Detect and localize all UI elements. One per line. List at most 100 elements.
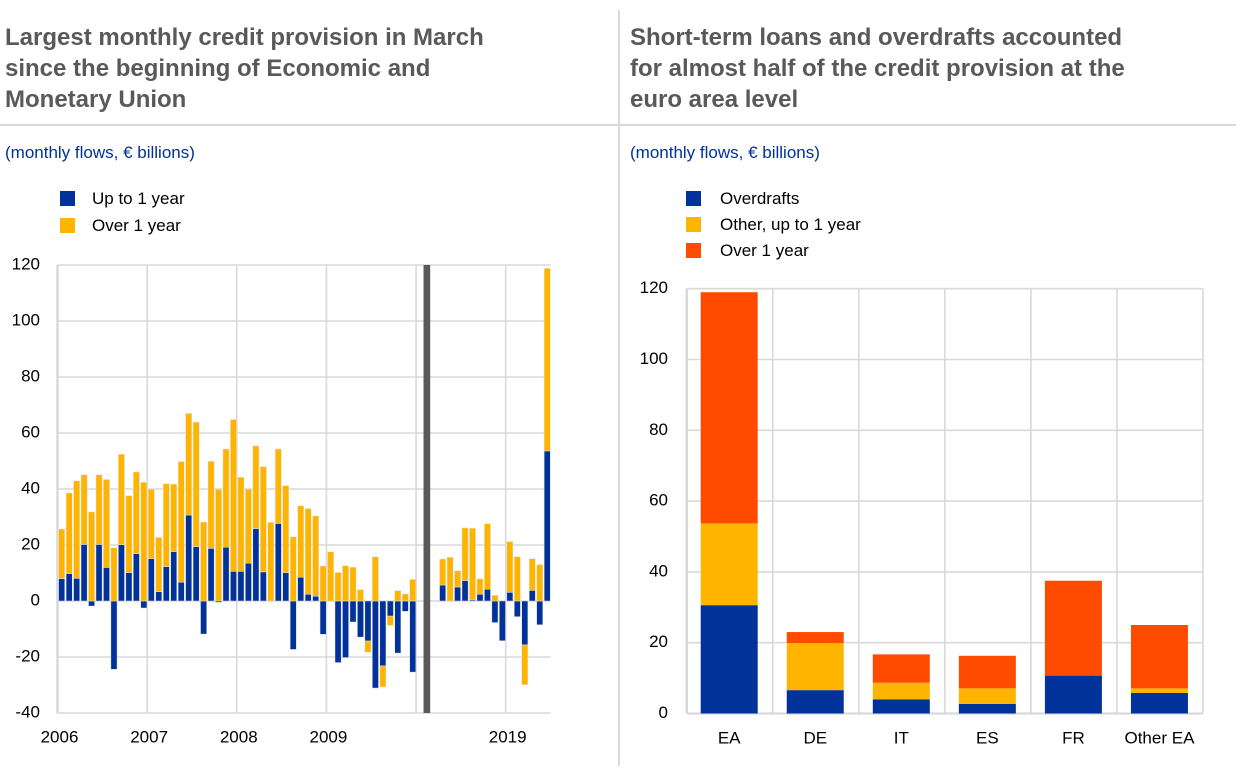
bar-over-1-year [162,483,170,567]
bar-up-to-1-year [536,600,544,626]
bar-over-1-year [304,508,312,595]
bar-up-to-1-year [192,546,200,602]
bar-up-to-1-year [312,595,319,602]
bar-over-1-year [222,448,230,548]
bar-up-to-1-year [177,581,185,602]
bar-up-to-1-year [147,558,155,602]
bar-other-up-to-1-year [700,523,758,606]
y-tick-label: 40 [21,478,40,497]
bar-other-up-to-1-year [786,643,844,691]
bar-over-1-year [872,654,930,683]
bar-over-1-year [147,489,155,559]
bar-other-up-to-1-year [872,682,930,700]
bar-over-1-year [215,489,222,602]
x-category-label: EA [718,728,741,747]
bar-up-to-1-year [461,580,469,602]
bar-overdrafts [872,699,930,714]
bar-over-1-year [1130,625,1188,689]
bar-over-1-year [170,483,178,552]
bar-overdrafts [958,703,1016,714]
bar-up-to-1-year [282,572,290,602]
bar-over-1-year [237,476,245,572]
bar-up-to-1-year [274,523,282,602]
title-line: since the beginning of Economic and [5,55,431,82]
bar-over-1-year [297,505,305,578]
y-tick-label: 0 [31,590,40,609]
bar-up-to-1-year [401,600,409,612]
bar-up-to-1-year [133,553,140,602]
bar-up-to-1-year [372,600,379,689]
legend-swatch [686,217,701,232]
bar-up-to-1-year [491,600,499,623]
bar-up-to-1-year [185,514,193,602]
bar-over-1-year [177,461,185,583]
x-category-label: IT [894,728,909,747]
title-line: euro area level [630,86,799,113]
bar-up-to-1-year [409,600,417,673]
x-tick-label: 2006 [41,727,79,746]
bar-over-1-year [200,521,207,602]
bar-up-to-1-year [88,600,95,607]
bar-other-up-to-1-year [1130,688,1188,693]
bar-over-1-year [95,474,103,545]
bar-up-to-1-year [319,600,327,635]
bar-up-to-1-year [207,548,215,602]
bar-over-1-year [506,541,514,593]
bar-over-1-year [446,557,454,602]
bar-over-1-year [80,474,88,545]
bar-over-1-year [274,448,282,524]
bar-over-1-year [334,572,342,602]
bar-up-to-1-year [528,590,536,602]
bar-over-1-year [364,640,372,653]
x-tick-label: 2008 [220,727,258,746]
legend-swatch [60,191,75,206]
bar-over-1-year [700,292,758,524]
bar-up-to-1-year [484,588,491,602]
bar-over-1-year [327,551,334,602]
right-chart-flows-by-country: 0 20 40 60 80 100 120 EA DE IT ES FR Other EA [640,278,1204,747]
x-tick-label: 2019 [489,727,527,746]
y-tick-label: 80 [21,366,40,385]
bar-over-1-year [958,655,1016,689]
y-tick-label: 60 [21,422,40,441]
y-tick-label: 120 [12,254,40,273]
bar-over-1-year [140,482,148,602]
bar-up-to-1-year [245,562,252,602]
legend-swatch [686,191,701,206]
bar-up-to-1-year [364,600,372,642]
bar-overdrafts [1044,675,1102,714]
bar-over-1-year [349,566,357,602]
title-line: Short-term loans and overdrafts accounte… [630,24,1123,51]
legend-label: Over 1 year [92,215,181,235]
bar-over-1-year [528,558,536,591]
right-chart-subtitle: (monthly flows, € billions) [630,143,820,162]
bar-up-to-1-year [342,600,349,658]
bar-up-to-1-year [521,600,529,646]
bar-over-1-year [357,589,364,602]
bar-over-1-year [282,485,290,573]
right-chart-title: Short-term loans and overdrafts accounte… [630,22,1125,115]
bar-over-1-year [379,665,387,688]
bar-up-to-1-year [499,600,506,642]
bar-over-1-year [110,547,118,602]
bar-overdrafts [786,690,844,714]
bar-over-1-year [289,536,297,602]
y-tick-label: 20 [21,534,40,553]
bar-up-to-1-year [394,600,402,654]
bar-up-to-1-year [260,571,267,602]
bar-other-up-to-1-year [958,688,1016,704]
bar-up-to-1-year [357,600,364,638]
bar-over-1-year [484,523,491,590]
bar-over-1-year [394,590,402,602]
bar-up-to-1-year [252,528,260,602]
bar-up-to-1-year [476,594,484,602]
bar-up-to-1-year [289,600,297,650]
bar-over-1-year [260,466,267,573]
title-line: for almost half of the credit provision … [630,55,1125,82]
bar-over-1-year [439,558,446,586]
bar-up-to-1-year [80,544,88,602]
y-tick-label: 60 [649,491,668,510]
bar-over-1-year [312,515,319,597]
bar-up-to-1-year [222,546,230,602]
